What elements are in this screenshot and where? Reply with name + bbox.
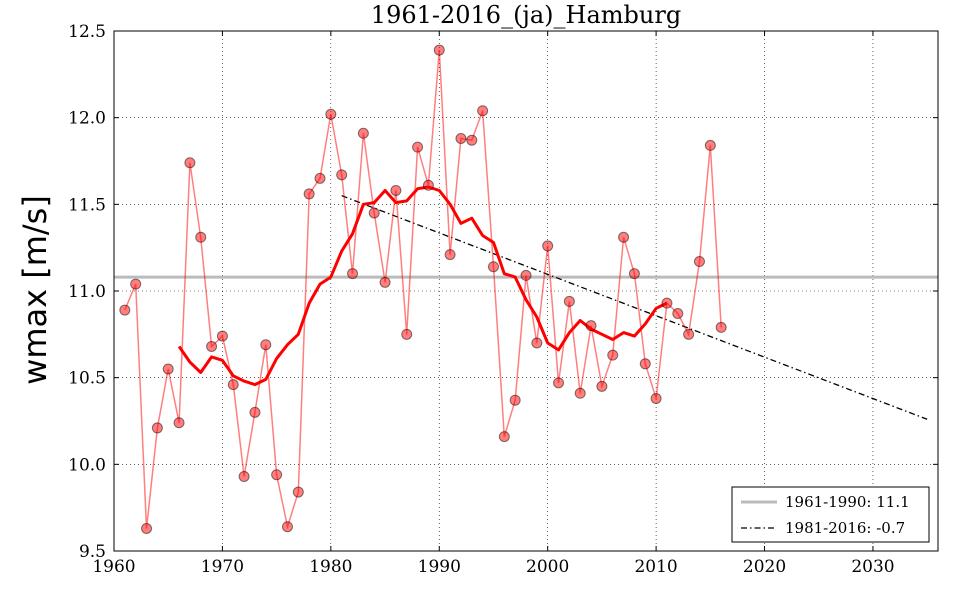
data-point <box>130 278 142 290</box>
data-point <box>477 105 489 117</box>
x-tick-label: 2010 <box>634 557 677 577</box>
data-point <box>151 422 163 434</box>
x-tick-label: 1960 <box>92 557 135 577</box>
data-point <box>401 328 413 340</box>
data-point <box>325 108 337 120</box>
data-point <box>628 268 640 280</box>
x-tick-label: 1980 <box>309 557 352 577</box>
plot-frame <box>113 30 939 552</box>
data-point <box>368 207 380 219</box>
data-point <box>531 337 543 349</box>
data-point <box>238 470 250 482</box>
data-point <box>520 269 532 281</box>
chart-title: 1961-2016_(ja)_Hamburg <box>371 1 681 29</box>
data-point <box>607 349 619 361</box>
data-point <box>433 44 445 56</box>
trend-line <box>341 195 928 420</box>
y-tick-label: 11.5 <box>68 195 106 215</box>
data-point <box>119 304 131 316</box>
data-point <box>249 406 261 418</box>
data-point <box>596 380 608 392</box>
data-point <box>715 321 727 333</box>
y-axis-label: wmax [m/s] <box>16 195 54 385</box>
data-point <box>693 256 705 268</box>
data-point <box>162 363 174 375</box>
data-point <box>173 417 185 429</box>
data-point <box>227 379 239 391</box>
x-tick-label: 1990 <box>418 557 461 577</box>
data-point <box>704 139 716 151</box>
data-point <box>455 132 467 144</box>
y-tick-label: 11.0 <box>68 282 106 302</box>
legend-box <box>731 486 930 543</box>
data-point <box>281 521 293 533</box>
data-point <box>498 431 510 443</box>
data-point <box>422 179 434 191</box>
data-point <box>509 394 521 406</box>
data-point <box>314 172 326 184</box>
data-point <box>260 339 272 351</box>
data-point <box>216 330 228 342</box>
y-tick-label: 9.5 <box>79 542 106 562</box>
moving-average-line <box>177 185 668 387</box>
legend-label-baseline: 1961-1990: 11.1 <box>785 493 910 511</box>
x-tick-label: 2000 <box>526 557 569 577</box>
data-point <box>206 340 218 352</box>
legend-label-trend: 1981-2016: -0.7 <box>785 519 905 537</box>
x-tick-label: 1970 <box>201 557 244 577</box>
legend: 1961-1990: 11.1 1981-2016: -0.7 <box>731 486 930 543</box>
data-point <box>412 141 424 153</box>
data-point <box>195 231 207 243</box>
data-point <box>184 157 196 169</box>
data-point <box>357 127 369 139</box>
data-point <box>141 522 153 534</box>
data-point <box>379 276 391 288</box>
data-point <box>444 249 456 261</box>
grid <box>114 31 938 551</box>
data-point <box>542 240 554 252</box>
axes <box>113 30 939 552</box>
data-point <box>303 188 315 200</box>
x-tick-label: 2030 <box>851 557 894 577</box>
data-point <box>390 184 402 196</box>
data-point <box>292 486 304 498</box>
data-point <box>639 358 651 370</box>
y-tick-label: 10.5 <box>68 369 106 389</box>
y-tick-label: 10.0 <box>68 455 106 475</box>
data-point <box>487 261 499 273</box>
series-layer <box>119 44 727 534</box>
data-point <box>563 295 575 307</box>
tick-labels: 1960 1970 1980 1990 2000 2010 2020 2030 9.5 10.0 1… <box>68 22 894 577</box>
data-point <box>574 387 586 399</box>
y-tick-label: 12.0 <box>68 109 106 129</box>
annual-series-line <box>124 50 722 530</box>
data-point <box>347 268 359 280</box>
data-point <box>585 320 597 332</box>
data-point <box>683 328 695 340</box>
data-point <box>336 169 348 181</box>
x-tick-label: 2020 <box>743 557 786 577</box>
data-point <box>672 308 684 320</box>
y-tick-label: 12.5 <box>68 22 106 42</box>
data-point <box>466 134 478 146</box>
data-point <box>271 469 283 481</box>
data-point <box>553 377 565 389</box>
data-point <box>661 297 673 309</box>
data-point <box>650 392 662 404</box>
data-point <box>618 231 630 243</box>
